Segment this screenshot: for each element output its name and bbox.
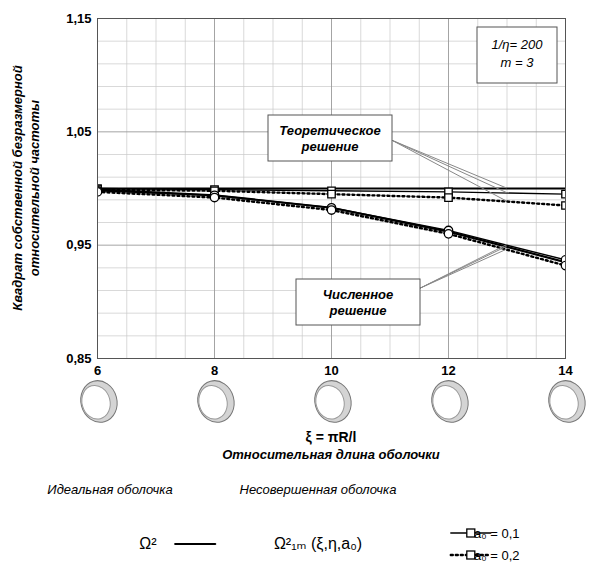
svg-text:Квадрат собственной безразмерн: Квадрат собственной безразмерной (10, 65, 25, 310)
svg-text:10: 10 (324, 363, 338, 378)
svg-text:относительной частоты: относительной частоты (27, 100, 42, 276)
svg-text:a₀ = 0,1: a₀ = 0,1 (474, 526, 520, 541)
svg-text:решение: решение (301, 139, 359, 154)
svg-text:a₀ = 0,2: a₀ = 0,2 (474, 548, 520, 563)
svg-text:1,15: 1,15 (66, 11, 91, 26)
svg-text:0,85: 0,85 (66, 351, 91, 366)
svg-text:Численное: Численное (323, 287, 393, 302)
svg-text:m = 3: m = 3 (501, 55, 535, 70)
svg-text:0,95: 0,95 (66, 237, 91, 252)
svg-text:8: 8 (211, 363, 218, 378)
svg-text:решение: решение (329, 303, 387, 318)
svg-text:Несовершенная оболочка: Несовершенная оболочка (240, 482, 397, 497)
svg-text:1,05: 1,05 (66, 124, 91, 139)
svg-text:Теоретическое: Теоретическое (279, 123, 380, 138)
svg-text:1/η= 200: 1/η= 200 (492, 37, 544, 52)
svg-text:12: 12 (441, 363, 455, 378)
svg-text:Ω²: Ω² (139, 535, 157, 552)
svg-text:6: 6 (94, 363, 101, 378)
svg-text:Относительная длина оболочки: Относительная длина оболочки (222, 447, 440, 462)
svg-text:Идеальная оболочка: Идеальная оболочка (47, 482, 172, 497)
svg-text:14: 14 (558, 363, 573, 378)
svg-text:Ω²₁ₘ (ξ,η,a₀): Ω²₁ₘ (ξ,η,a₀) (274, 535, 362, 553)
svg-text:ξ = πR/l: ξ = πR/l (306, 429, 357, 445)
